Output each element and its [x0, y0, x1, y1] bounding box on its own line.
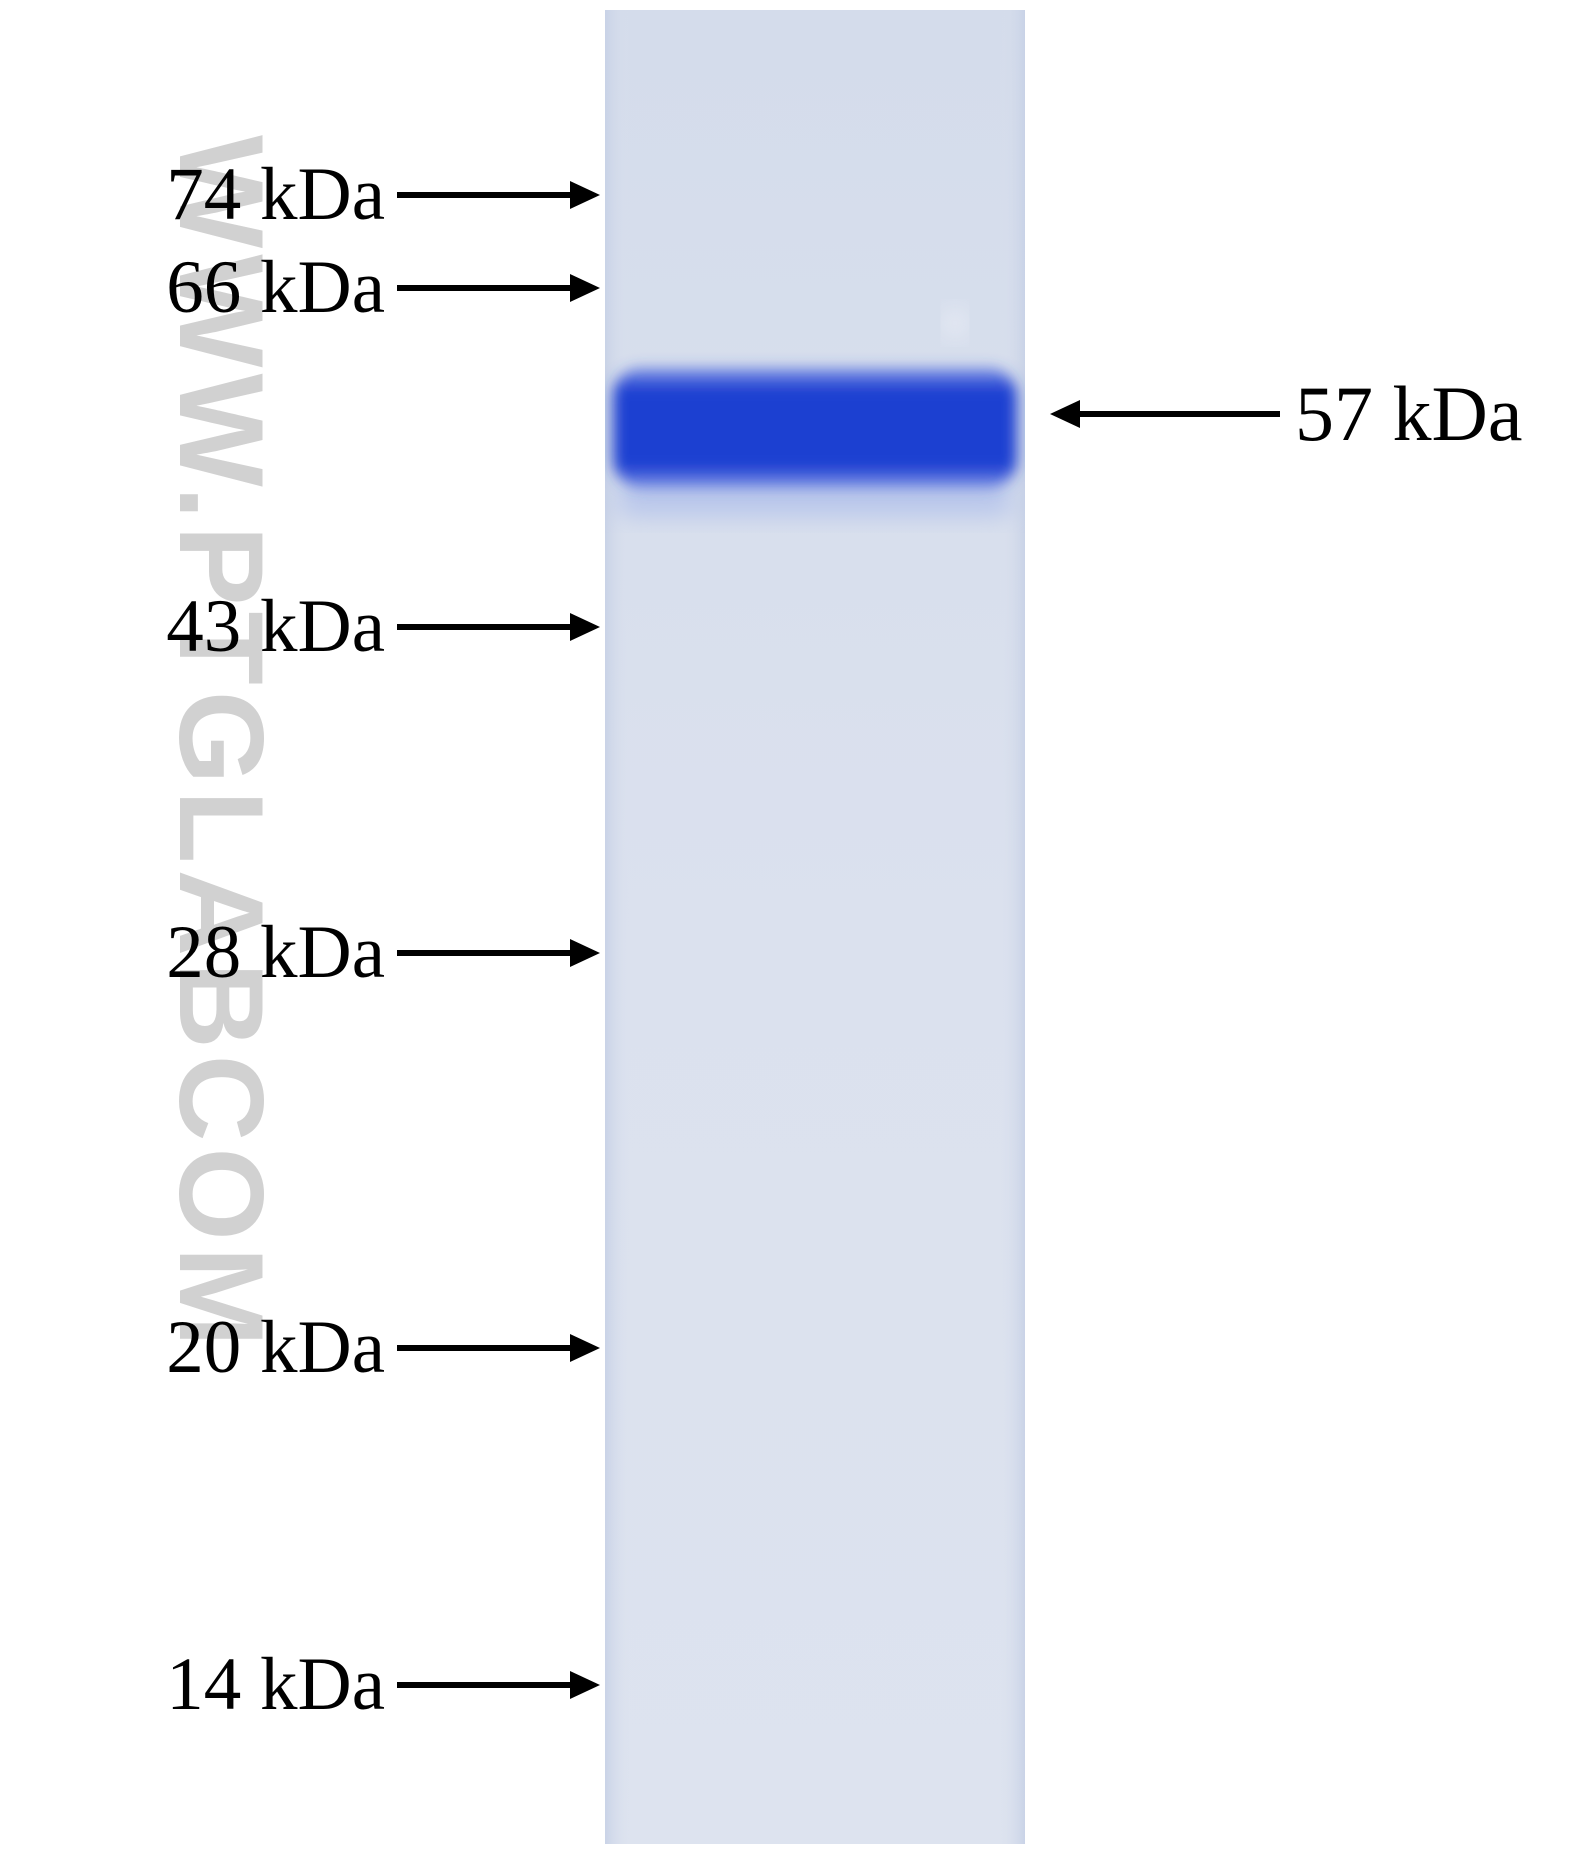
marker-label-0: 74 kDa	[166, 152, 385, 238]
marker-arrow-2	[363, 603, 634, 651]
gel-lane	[605, 10, 1025, 1844]
marker-arrow-5	[363, 1661, 634, 1709]
marker-label-3: 28 kDa	[166, 910, 385, 996]
marker-arrow-3	[363, 929, 634, 977]
marker-arrow-1	[363, 264, 634, 312]
marker-label-5: 14 kDa	[166, 1642, 385, 1728]
marker-label-2: 43 kDa	[166, 584, 385, 670]
marker-label-1: 66 kDa	[166, 245, 385, 331]
gel-image-stage: WWW.PTGLABCOM 74 kDa 66 kDa 43 kDa 28 kD…	[0, 0, 1585, 1854]
target-band-label: 57 kDa	[1295, 369, 1522, 459]
marker-arrow-4	[363, 1324, 634, 1372]
marker-arrow-0	[363, 171, 634, 219]
marker-label-4: 20 kDa	[166, 1305, 385, 1391]
target-band-arrow	[1016, 390, 1314, 438]
